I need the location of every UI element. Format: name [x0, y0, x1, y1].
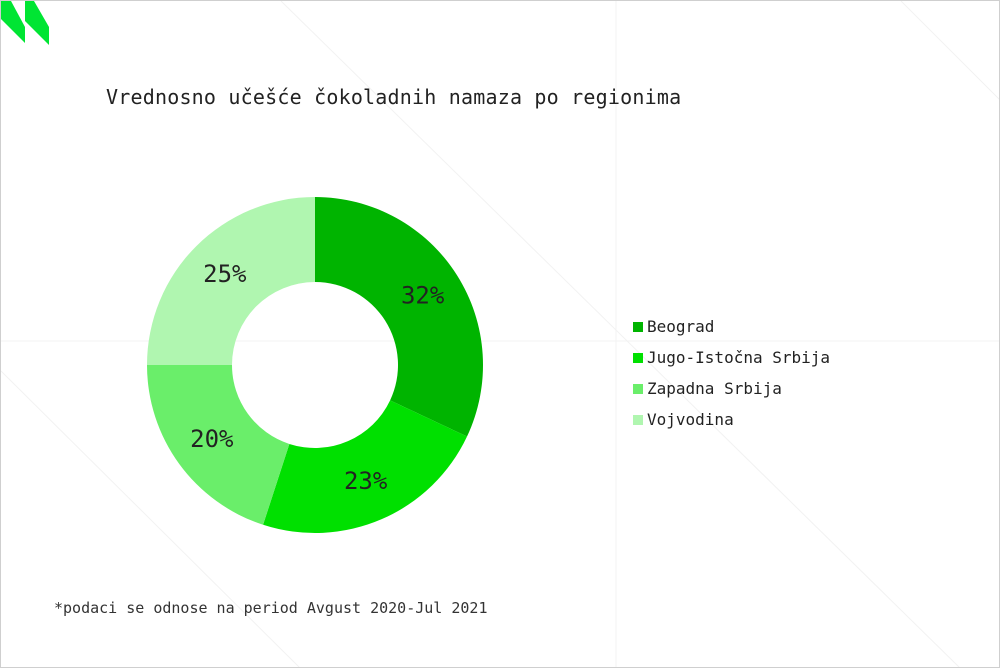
legend-item: Vojvodina [633, 404, 830, 435]
logo-stripe-left [1, 1, 25, 43]
legend-swatch [633, 352, 643, 363]
legend-label: Zapadna Srbija [647, 379, 782, 398]
donut-slice-zapadna-srbija [147, 365, 290, 525]
donut-slices [147, 197, 483, 533]
donut-data-label: 20% [190, 425, 234, 453]
donut-data-label: 32% [401, 282, 445, 310]
legend-label: Beograd [647, 317, 715, 336]
legend-item: Beograd [633, 311, 830, 342]
legend-item: Zapadna Srbija [633, 373, 830, 404]
footnote: *podaci se odnose na period Avgust 2020-… [54, 599, 488, 617]
legend-swatch [633, 383, 643, 394]
donut-data-labels: 32% 23% 20% 25% [190, 260, 445, 495]
legend-item: Jugo-Istočna Srbija [633, 342, 830, 373]
donut-slice-jugo-isto-na-srbija [263, 400, 468, 533]
legend-swatch [633, 414, 643, 425]
chart-legend: Beograd Jugo-Istočna Srbija Zapadna Srbija… [633, 311, 830, 435]
logo-stripe-right [25, 1, 49, 45]
legend-label: Jugo-Istočna Srbija [647, 348, 831, 367]
legend-swatch [633, 321, 643, 332]
donut-data-label: 23% [344, 467, 388, 495]
chart-title: Vrednosno učešće čokoladnih namaza po re… [106, 85, 682, 109]
brand-logo-icon [1, 1, 49, 45]
donut-slice-vojvodina [147, 197, 315, 365]
legend-label: Vojvodina [647, 410, 734, 429]
donut-data-label: 25% [203, 260, 247, 288]
donut-slice-beograd [315, 197, 483, 437]
